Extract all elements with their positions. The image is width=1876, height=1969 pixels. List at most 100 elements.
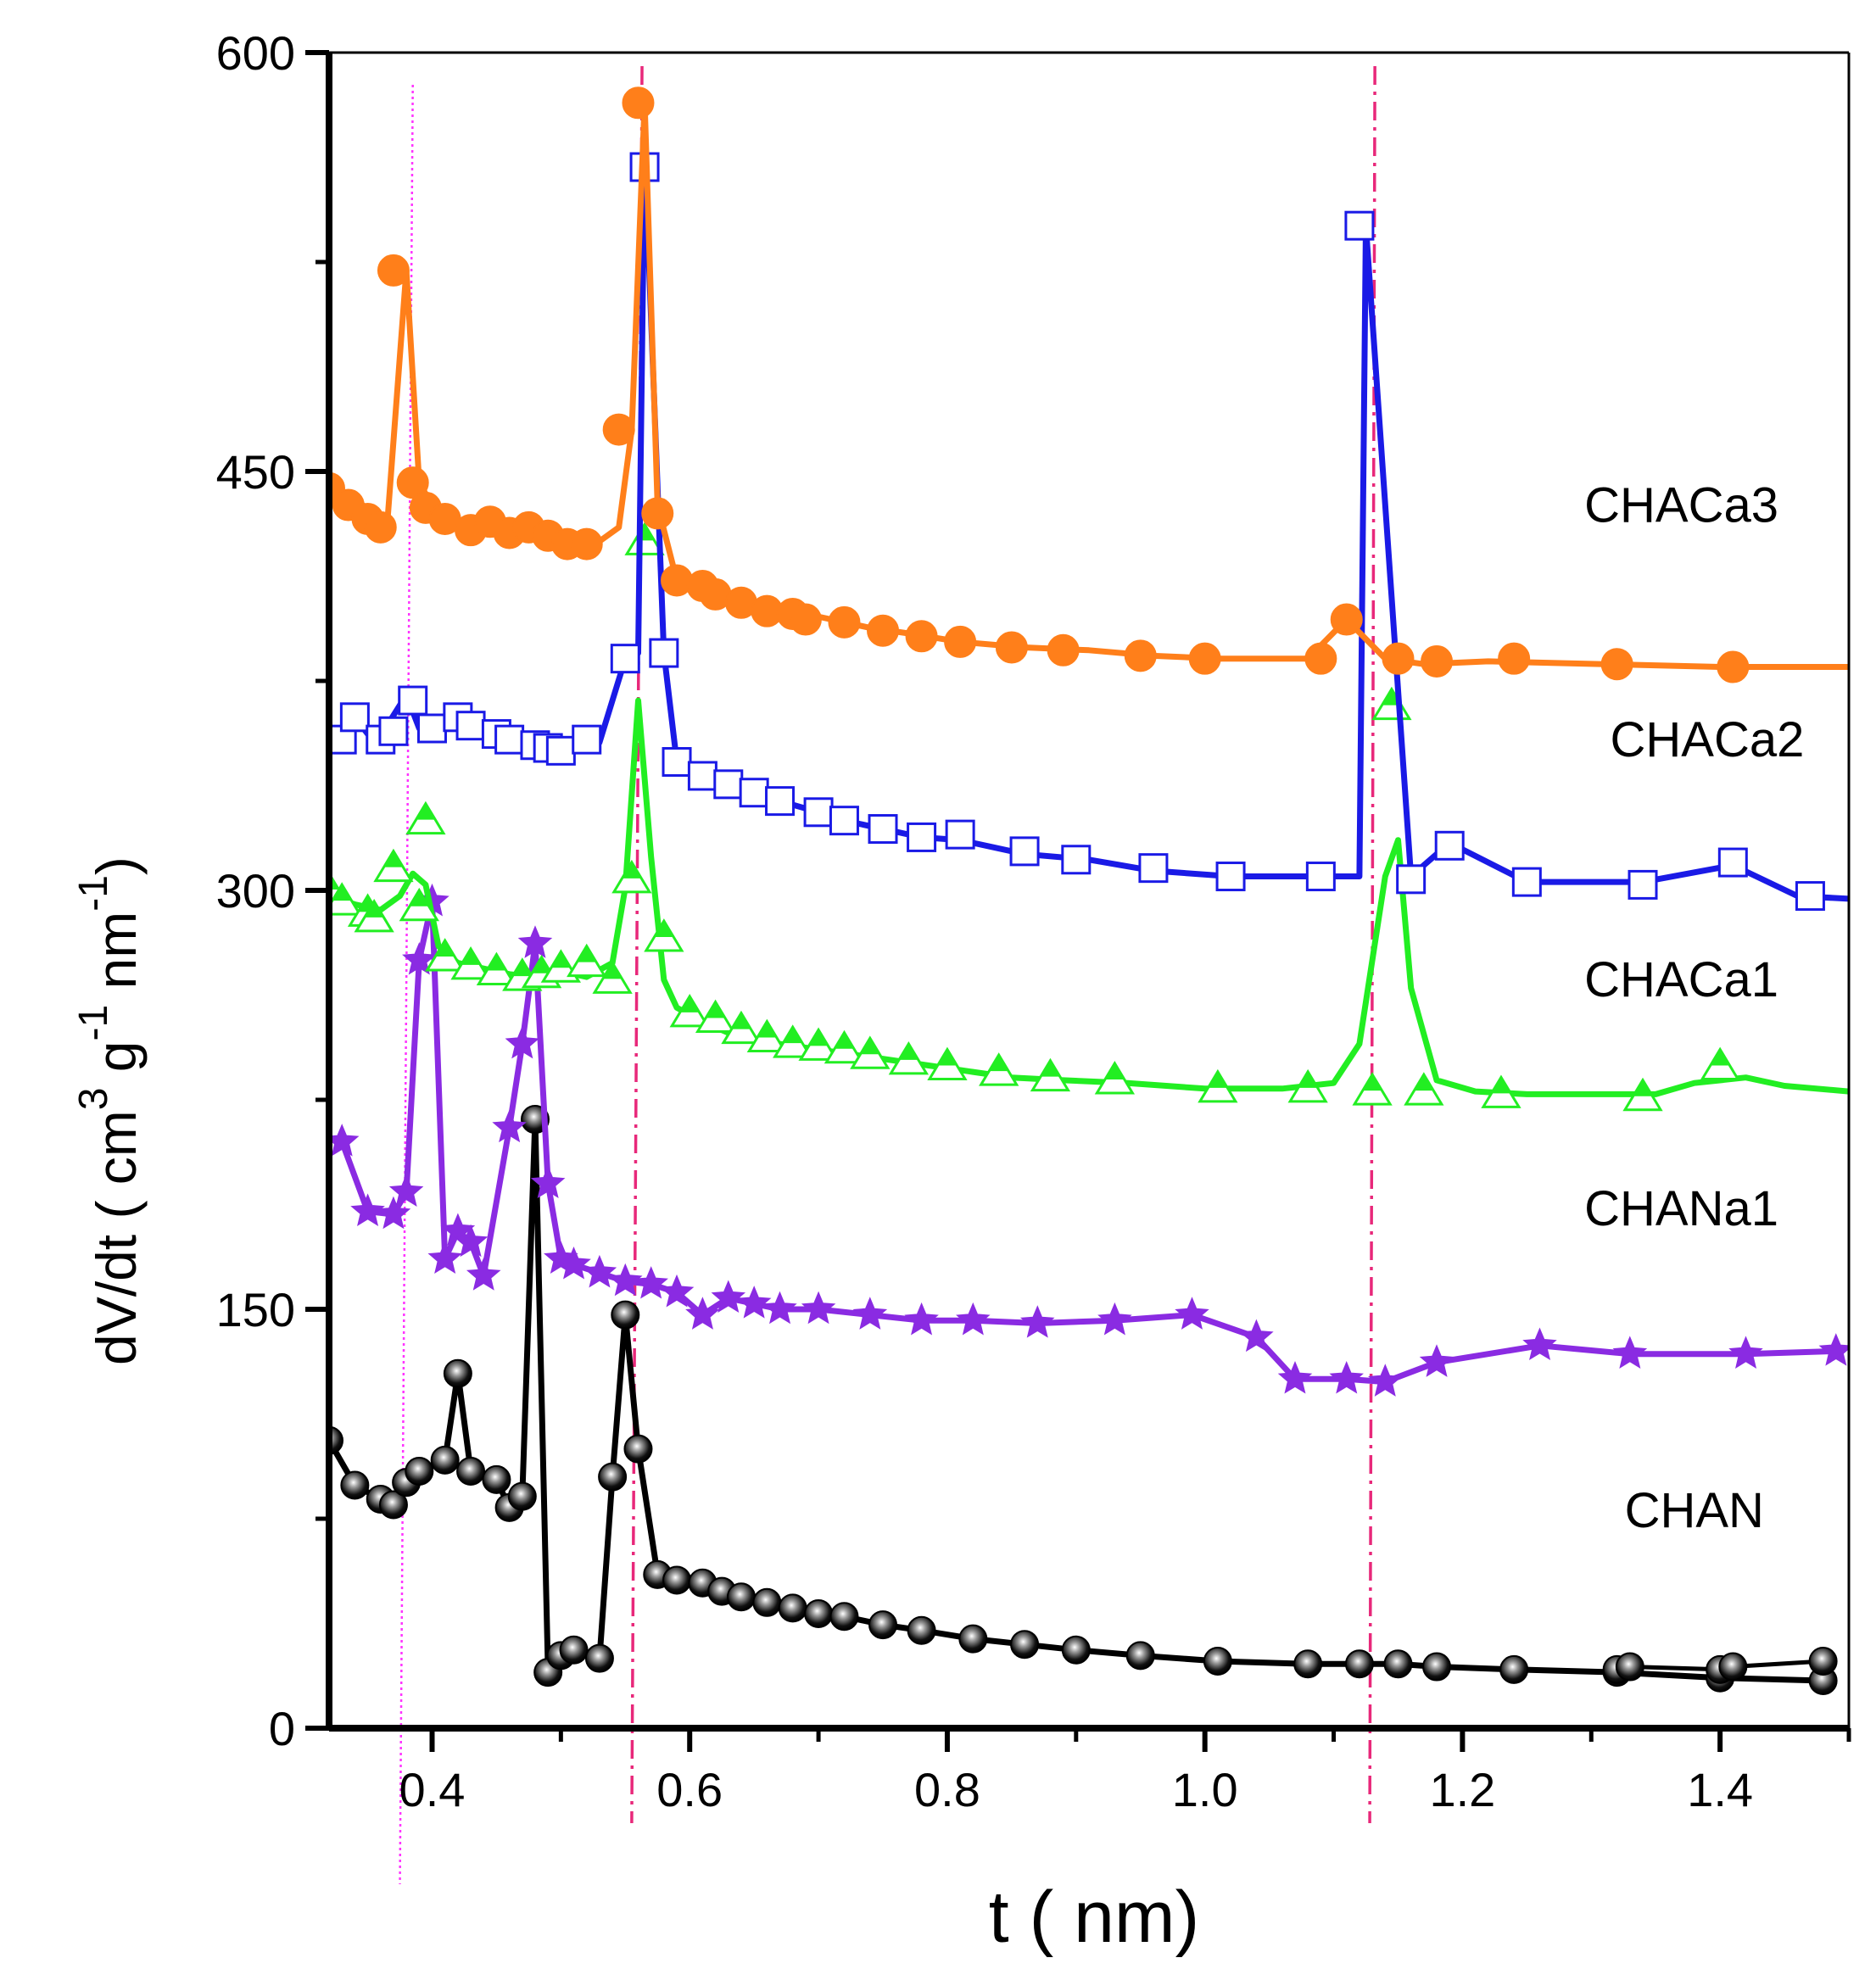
data-point <box>1125 1641 1155 1671</box>
series-label-CHACa2: CHACa2 <box>1611 712 1805 767</box>
data-point <box>1628 869 1658 900</box>
data-point-fill <box>383 851 403 867</box>
x-tick-label: 0.6 <box>656 1763 723 1816</box>
data-point <box>1717 650 1750 683</box>
data-point-fill <box>680 996 700 1012</box>
x-tick-label: 1.0 <box>1172 1763 1238 1816</box>
data-point <box>713 769 744 800</box>
y-axis-title-end: ) <box>85 856 148 875</box>
data-point-fill <box>989 1055 1008 1072</box>
data-point <box>1047 633 1080 667</box>
data-point-fill <box>1633 1079 1653 1096</box>
data-point <box>905 620 938 653</box>
data-point-fill <box>899 1043 918 1060</box>
data-point <box>608 1263 643 1297</box>
y-tick-label: 300 <box>216 864 295 918</box>
series-line-CHANa1 <box>338 898 1836 1386</box>
data-point <box>1329 1360 1364 1394</box>
data-point-fill <box>1414 1074 1433 1091</box>
data-point <box>1293 1649 1323 1679</box>
data-point <box>402 941 437 975</box>
y-axis-title-mid1: g <box>85 1041 148 1088</box>
data-point <box>376 1196 411 1230</box>
data-point <box>1061 1635 1091 1665</box>
data-point <box>1344 1649 1374 1679</box>
series-line-CHACa3 <box>329 99 1849 670</box>
y-axis-title-sup2: -1 <box>71 1005 116 1041</box>
y-tick-label: 450 <box>216 445 295 499</box>
data-point <box>662 1565 692 1595</box>
series-layer <box>329 86 1849 1696</box>
y-axis-title: dV/dt ( cm3 g-1 nm-1) <box>71 856 148 1365</box>
y-axis-title-sup3: -1 <box>71 875 116 912</box>
series-labels: CHAN CHANa1 CHACa1 CHACa2 CHACa3 <box>1584 477 1804 1538</box>
data-point <box>1434 830 1465 861</box>
data-point <box>530 1165 566 1199</box>
data-point <box>649 638 679 668</box>
y-tick-label: 0 <box>269 1702 295 1755</box>
data-point <box>559 1635 589 1665</box>
data-point <box>944 625 977 658</box>
data-point <box>610 644 640 674</box>
data-point <box>804 1598 834 1628</box>
data-point <box>517 925 553 958</box>
data-point <box>1795 881 1825 912</box>
data-point <box>659 1274 695 1308</box>
data-point-fill <box>860 1038 879 1055</box>
data-point <box>907 1615 936 1645</box>
series-label-CHAN: CHAN <box>1625 1483 1764 1538</box>
data-point-fill <box>532 957 551 973</box>
data-point-fill <box>1491 1077 1510 1094</box>
data-point <box>1383 1649 1413 1679</box>
data-point <box>828 605 861 639</box>
data-point <box>945 819 975 850</box>
data-point <box>378 716 409 746</box>
data-point <box>482 1464 511 1494</box>
data-point <box>1215 862 1246 892</box>
data-point <box>1728 1336 1763 1369</box>
y-axis-title-sup1: 3 <box>71 1088 116 1111</box>
data-point <box>803 797 834 828</box>
data-point-fill <box>332 884 352 901</box>
data-point <box>416 713 447 744</box>
data-point <box>789 603 822 636</box>
data-point <box>852 1297 888 1330</box>
data-point-fill <box>1298 1071 1318 1088</box>
data-point <box>1188 642 1221 675</box>
data-point <box>378 1490 408 1520</box>
data-point-fill <box>1711 1049 1730 1066</box>
data-point <box>622 86 655 120</box>
x-tick-label: 0.8 <box>914 1763 980 1816</box>
data-point-fill <box>809 1029 829 1046</box>
data-point <box>456 1457 486 1487</box>
data-point <box>1368 1364 1403 1397</box>
data-point-fill <box>654 920 673 937</box>
data-point-fill <box>487 954 506 971</box>
data-point <box>1203 1646 1232 1676</box>
series-label-CHACa1: CHACa1 <box>1584 952 1778 1007</box>
y-axis-title-main: dV/dt ( cm <box>85 1110 148 1365</box>
data-point-fill <box>1105 1063 1125 1079</box>
data-point <box>1818 1333 1849 1366</box>
data-point <box>602 413 635 446</box>
data-point <box>1499 1654 1529 1684</box>
data-point <box>726 1582 756 1612</box>
data-point <box>1717 847 1748 878</box>
data-point <box>1421 644 1454 678</box>
data-point <box>1010 1630 1040 1659</box>
data-point-fill <box>603 962 623 979</box>
data-point <box>685 1297 720 1330</box>
data-point <box>752 1587 782 1617</box>
data-point <box>570 527 603 561</box>
y-tick-label: 150 <box>216 1283 295 1336</box>
data-point <box>377 254 410 287</box>
data-point <box>623 1434 653 1464</box>
data-point-fill <box>1208 1071 1227 1088</box>
y-tick-label: 600 <box>216 26 295 80</box>
series-label-CHACa3: CHACa3 <box>1584 477 1778 533</box>
data-point <box>1097 1302 1132 1336</box>
data-point <box>1396 864 1427 895</box>
data-point <box>1330 603 1363 636</box>
